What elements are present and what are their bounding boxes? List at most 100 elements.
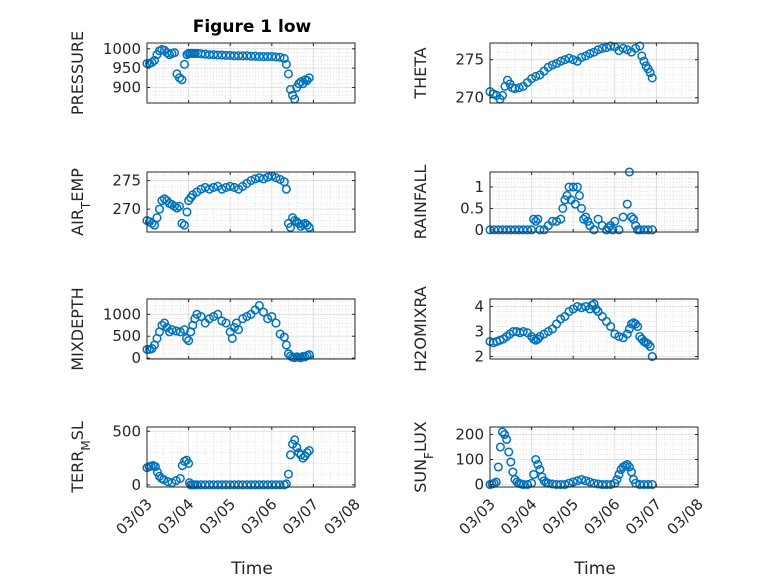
x-tick-label: 03/06 — [237, 495, 280, 538]
subplot-theta: 270 275 THETA — [411, 41, 699, 107]
data-point — [614, 469, 624, 480]
data-point — [204, 184, 214, 194]
data-point — [622, 459, 632, 470]
data-point — [258, 174, 269, 184]
data-point — [271, 52, 281, 62]
data-point — [510, 84, 520, 94]
y-axis-label: MIXDEPTH — [68, 287, 87, 370]
data-point — [531, 71, 541, 81]
data-point — [275, 480, 285, 490]
data-point — [618, 43, 628, 53]
y-axis-label: THETA — [411, 47, 430, 99]
data-point — [589, 225, 599, 235]
data-point — [583, 216, 593, 226]
data-point — [304, 350, 314, 360]
x-tick-label: 03/03 — [113, 495, 156, 538]
data-point — [285, 222, 296, 232]
x-tick-label: 03/06 — [580, 495, 623, 538]
data-point — [601, 479, 612, 490]
data-point — [175, 473, 185, 483]
data-point — [568, 55, 578, 65]
data-point — [558, 203, 568, 213]
data-point — [606, 41, 616, 51]
data-point — [631, 319, 641, 329]
y-tick-label: 0.5 — [460, 199, 484, 217]
y-tick-label: 0 — [474, 476, 484, 494]
y-tick-label: 200 — [455, 426, 484, 444]
data-point — [612, 474, 622, 485]
data-point — [529, 469, 539, 480]
subplot-rainfall: 0 0.5 1 RAINFALL — [411, 165, 699, 240]
y-tick-label: 4 — [474, 298, 484, 316]
y-axis-label: TERRMSL — [68, 421, 93, 494]
data-point — [576, 203, 587, 213]
y-tick-label: 100 — [455, 451, 484, 469]
x-tick-label: 03/08 — [321, 495, 364, 538]
x-tick-label: 03/05 — [196, 495, 239, 538]
data-point — [576, 52, 587, 62]
data-point — [533, 334, 543, 344]
axes-box — [146, 42, 356, 104]
data-point — [591, 304, 601, 314]
data-point — [500, 429, 510, 440]
y-tick-label: 1000 — [103, 40, 141, 58]
data-point — [535, 225, 545, 235]
y-tick-label: 0 — [131, 349, 141, 367]
data-point — [533, 214, 543, 224]
data-point — [285, 84, 296, 95]
data-point — [593, 214, 603, 224]
axes-box — [489, 171, 699, 233]
data-point — [304, 222, 314, 232]
data-point — [645, 341, 655, 352]
axes-box — [146, 171, 356, 233]
data-point — [564, 53, 574, 63]
data-point — [167, 325, 177, 335]
data-point — [622, 329, 632, 339]
y-tick-label: 500 — [112, 327, 141, 345]
data-point — [572, 182, 582, 192]
data-point — [645, 68, 655, 78]
data-point — [209, 182, 219, 192]
data-point — [593, 45, 603, 55]
data-point — [585, 477, 595, 487]
subplot-mixdepth: 0 500 1000 MIXDEPTH — [68, 287, 356, 371]
data-point — [601, 43, 612, 53]
data-point — [502, 434, 512, 445]
data-point — [556, 479, 566, 490]
data-point — [221, 318, 231, 328]
data-point — [179, 220, 189, 230]
y-axis-label: RAINFALL — [411, 165, 430, 240]
data-point — [560, 195, 570, 205]
y-axis-label: SUNFLUX — [411, 421, 436, 493]
data-point — [177, 75, 187, 85]
y-axis-label: H2OMIXRA — [411, 286, 430, 372]
data-point — [271, 173, 281, 183]
data-point — [637, 51, 647, 61]
x-tick-label: 03/03 — [456, 495, 499, 538]
subplot-h2omixra: 2 3 4 H2OMIXRA — [411, 286, 699, 372]
data-point — [556, 56, 566, 66]
data-point — [529, 214, 539, 224]
y-tick-label: 2 — [474, 348, 484, 366]
y-axis-label: PRESSURE — [68, 31, 87, 115]
data-point — [171, 326, 181, 336]
data-point — [254, 173, 264, 183]
data-point — [196, 49, 206, 59]
data-point — [624, 324, 634, 334]
data-point — [597, 43, 607, 53]
y-tick-label: 270 — [112, 200, 141, 218]
y-tick-label: 950 — [112, 59, 141, 77]
y-tick-label: 500 — [112, 422, 141, 440]
plot-area — [490, 172, 698, 232]
x-tick-label: 03/07 — [279, 495, 322, 538]
data-point — [576, 474, 587, 485]
y-tick-label: 270 — [455, 89, 484, 107]
data-point — [493, 462, 503, 472]
data-point — [164, 327, 175, 337]
data-point — [281, 479, 291, 489]
data-point — [281, 184, 291, 194]
